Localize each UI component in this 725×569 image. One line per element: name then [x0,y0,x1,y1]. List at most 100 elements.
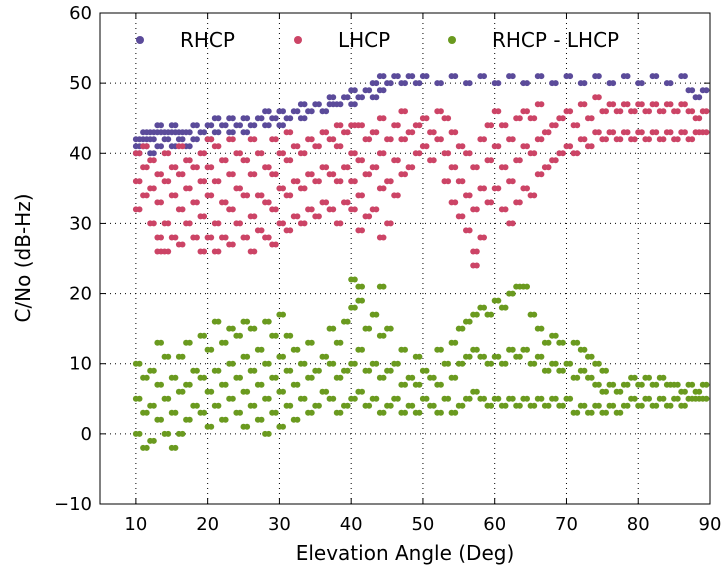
data-point [158,381,164,388]
data-point [595,402,602,409]
data-point [323,164,330,171]
data-point [380,150,387,157]
data-point [179,388,186,395]
data-point [301,150,308,157]
data-point [631,136,638,143]
data-point [380,115,387,122]
data-point [280,423,286,430]
data-point [222,157,229,164]
data-point [351,101,358,108]
data-point [595,129,602,136]
data-point [294,381,301,388]
data-point [423,143,430,150]
data-point [251,367,258,374]
data-point [495,353,502,360]
data-point [703,87,710,94]
legend: RHCP LHCP RHCP - LHCP [136,28,619,52]
data-point [646,374,652,381]
data-point [452,199,459,206]
data-point [416,80,423,87]
data-point [280,122,286,129]
data-point [423,73,430,80]
data-point [258,150,265,157]
data-point [681,129,688,136]
data-point [552,395,559,402]
data-point [516,402,523,409]
data-point [502,402,509,409]
data-point [559,339,566,346]
data-point [237,185,243,192]
data-point [445,178,452,185]
data-point [524,143,530,150]
data-point [366,87,373,94]
data-point [366,367,373,374]
data-point [409,374,416,381]
data-point [509,178,516,185]
data-point [402,346,408,353]
data-point [430,129,437,136]
data-point [538,325,545,332]
series-0 [132,73,710,157]
data-point [351,395,358,402]
data-point [229,129,236,136]
data-point [588,353,595,360]
data-point [545,402,552,409]
data-point [359,283,365,290]
data-point [567,395,574,402]
y-tick-label: 10 [69,354,92,375]
data-point [244,234,251,241]
data-point [373,395,380,402]
data-point [244,318,251,325]
data-point [150,157,157,164]
data-point [193,164,200,171]
data-point [481,234,487,241]
data-point [193,199,200,206]
data-point [287,192,294,199]
data-point [531,115,538,122]
data-point [258,416,265,423]
data-point [208,192,215,199]
data-point [466,80,473,87]
data-point [366,171,373,178]
data-point [244,157,251,164]
data-point [588,143,595,150]
data-point [229,325,236,332]
y-tick-label: 20 [69,284,92,305]
data-point [689,87,696,94]
data-point [538,136,545,143]
data-point [351,87,358,94]
data-point [215,318,222,325]
data-point [660,136,667,143]
data-point [552,157,559,164]
data-point [452,374,459,381]
data-point [150,402,157,409]
data-point [287,157,294,164]
data-point [315,143,322,150]
data-point [509,220,516,227]
data-point [416,150,423,157]
data-point [459,402,466,409]
data-point [660,395,667,402]
data-point [280,353,286,360]
data-point [272,409,279,416]
axis-ticks: 10 20 30 40 50 60 70 80 90 −10 0 10 20 30 40 50 60 [54,3,721,535]
data-point [344,199,351,206]
data-point [308,171,315,178]
data-point [624,101,631,108]
data-point [703,108,710,115]
data-point [603,409,609,416]
data-point [624,402,631,409]
data-point [409,73,416,80]
data-point [280,150,286,157]
data-point [466,227,473,234]
data-point [437,80,444,87]
data-point [430,402,437,409]
data-point [351,178,358,185]
x-tick-label: 80 [627,514,650,535]
y-axis-label: C/No (dB-Hz) [11,193,35,322]
data-point [567,108,574,115]
data-point [237,374,243,381]
data-point [394,122,401,129]
data-point [323,108,330,115]
